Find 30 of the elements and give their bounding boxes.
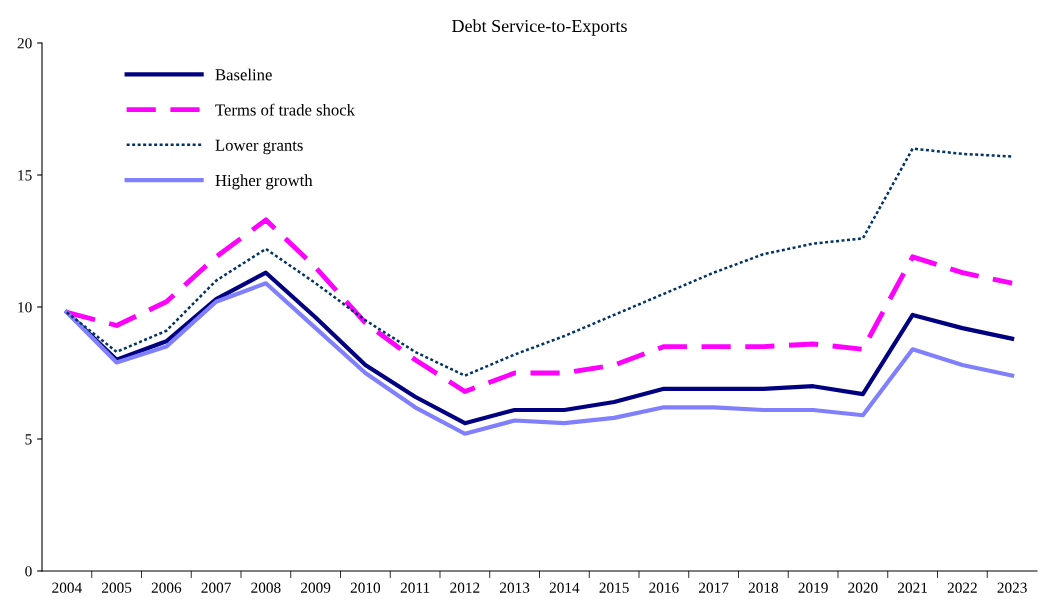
legend-label: Terms of trade shock	[215, 103, 355, 116]
y-tick-label: 5	[25, 434, 32, 445]
x-tick-label: 2013	[500, 582, 530, 593]
x-tick-label: 2008	[251, 582, 281, 593]
y-tick-label: 10	[18, 302, 32, 313]
legend-label: Higher growth	[215, 174, 313, 190]
x-tick-label: 2019	[798, 582, 828, 593]
x-tick-label: 2007	[201, 582, 231, 593]
x-tick-label: 2010	[350, 582, 381, 593]
x-tick-label: 2012	[450, 582, 480, 593]
y-tick-label: 20	[17, 38, 32, 49]
x-tick-label: 2011	[400, 582, 430, 593]
x-tick-label: 2014	[549, 582, 580, 593]
x-tick-label: 2017	[699, 582, 729, 593]
x-tick-label: 2023	[997, 582, 1027, 593]
x-tick-label: 2021	[898, 582, 927, 593]
legend-label: Baseline	[215, 68, 272, 81]
y-tick-label: 15	[18, 170, 32, 181]
x-tick-label: 2022	[947, 582, 977, 593]
x-tick-label: 2018	[748, 582, 779, 593]
x-tick-label: 2005	[102, 582, 132, 593]
x-tick-label: 2004	[52, 582, 82, 593]
x-tick-label: 2015	[599, 582, 629, 593]
x-tick-label: 2006	[151, 582, 182, 593]
legend-label: Lower grants	[215, 139, 303, 155]
x-tick-label: 2009	[301, 582, 331, 593]
x-tick-label: 2020	[848, 582, 878, 593]
x-tick-label: 2016	[649, 582, 679, 593]
chart-title: Debt Service-to-Exports	[452, 19, 627, 36]
y-tick-label: 0	[25, 566, 32, 577]
